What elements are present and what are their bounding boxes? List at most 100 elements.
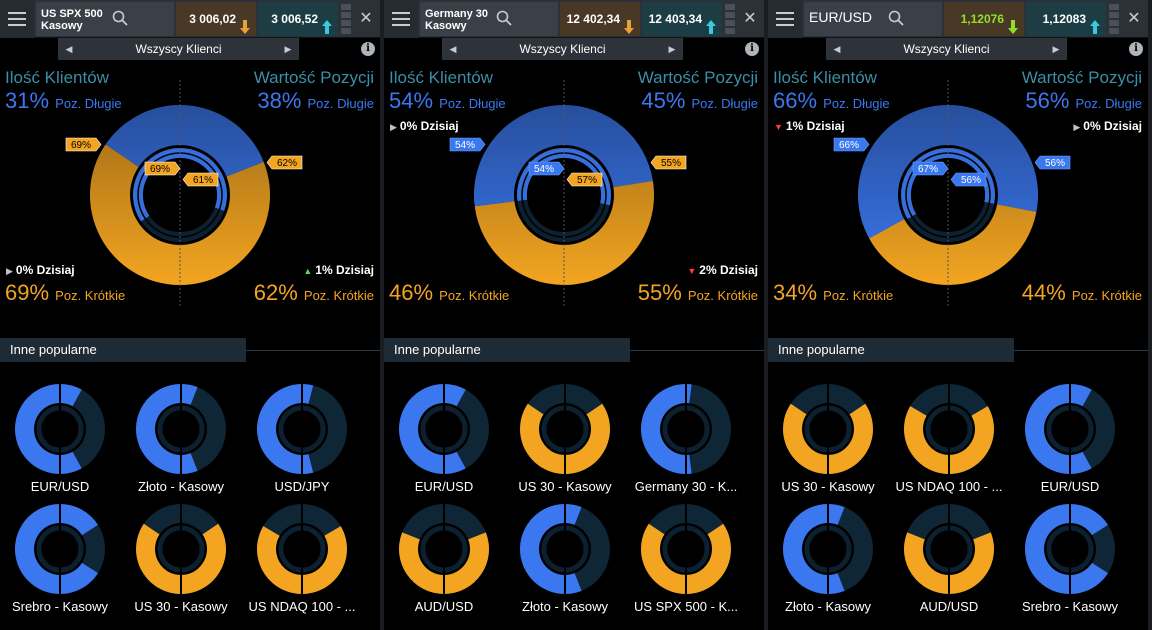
buy-price-button[interactable]: 12 403,34 <box>642 2 722 36</box>
svg-text:54%: 54% <box>534 164 554 175</box>
mini-short-arc <box>904 406 994 474</box>
instrument-panel-3: EUR/USD 1,12076 1,12083 ✕ ◀ ▶ Wszyscy Klienci i… <box>768 0 1148 630</box>
mini-sentiment-donut <box>136 382 226 476</box>
clients-inner-tag: 54% <box>528 161 565 176</box>
popular-instrument-tile[interactable]: Złoto - Kasowy <box>768 502 888 622</box>
menu-button[interactable] <box>768 0 802 38</box>
sell-price-button[interactable]: 12 402,34 <box>560 2 640 36</box>
arrow-down-icon <box>240 13 250 47</box>
popular-instrument-name: EUR/USD <box>1040 479 1100 494</box>
sell-price-button[interactable]: 3 006,02 <box>176 2 256 36</box>
popular-instrument-tile[interactable]: Germany 30 - K... <box>626 382 746 502</box>
svg-text:55%: 55% <box>661 158 681 169</box>
clients-today-change: ▶ 0% Dzisiaj <box>390 119 459 133</box>
next-filter-icon[interactable]: ▶ <box>668 44 676 54</box>
popular-instrument-tile[interactable]: US NDAQ 100 - ... <box>242 502 362 622</box>
instrument-selector[interactable]: EUR/USD <box>804 2 942 36</box>
sell-price-button[interactable]: 1,12076 <box>944 2 1024 36</box>
popular-instrument-tile[interactable]: US 30 - Kasowy <box>121 502 241 622</box>
position-inner-tag: 57% <box>566 172 603 187</box>
search-icon[interactable] <box>496 10 512 31</box>
clients-today-change: ▶ 0% Dzisiaj <box>6 263 75 277</box>
svg-text:67%: 67% <box>918 164 938 175</box>
close-icon[interactable]: ✕ <box>359 10 373 27</box>
next-filter-icon[interactable]: ▶ <box>284 44 292 54</box>
prev-filter-icon[interactable]: ◀ <box>65 44 73 54</box>
info-icon[interactable]: i <box>745 42 759 56</box>
popular-instrument-name: Złoto - Kasowy <box>785 599 871 614</box>
popular-instrument-name: US 30 - Kasowy <box>781 479 875 494</box>
popular-instrument-name: US 30 - Kasowy <box>518 479 612 494</box>
popular-instrument-tile[interactable]: USD/JPY <box>242 382 362 502</box>
mini-long-arc <box>136 384 198 474</box>
popular-instrument-tile[interactable]: US 30 - Kasowy <box>505 382 625 502</box>
popular-instrument-tile[interactable]: Srebro - Kasowy <box>1010 502 1130 622</box>
position-outer-tag: 62% <box>266 155 303 170</box>
svg-text:57%: 57% <box>577 175 597 186</box>
instrument-selector[interactable]: US SPX 500 Kasowy <box>36 2 174 36</box>
panel-header: US SPX 500 Kasowy 3 006,02 3 006,52 ✕ <box>0 0 380 38</box>
buy-price-button[interactable]: 1,12083 <box>1026 2 1106 36</box>
hamburger-icon <box>392 12 410 26</box>
position-today-change: ▶ 0% Dzisiaj <box>1073 119 1142 133</box>
close-icon[interactable]: ✕ <box>743 10 757 27</box>
mini-long-arc-right <box>181 384 198 405</box>
popular-instrument-tile[interactable]: EUR/USD <box>0 382 120 502</box>
popular-instrument-tile[interactable]: Złoto - Kasowy <box>121 382 241 502</box>
position-inner-tag: 56% <box>950 172 987 187</box>
section-divider <box>246 350 380 351</box>
menu-button[interactable] <box>384 0 418 38</box>
mini-sentiment-donut <box>1025 382 1115 476</box>
popular-instrument-name: USD/JPY <box>274 479 330 494</box>
close-icon[interactable]: ✕ <box>1127 10 1141 27</box>
prev-filter-icon[interactable]: ◀ <box>449 44 457 54</box>
popular-instrument-tile[interactable]: EUR/USD <box>384 382 504 502</box>
position-long-pct: 38% Poz. Długie <box>257 88 374 113</box>
other-popular-header: Inne popularne <box>0 338 246 362</box>
mini-sentiment-donut <box>257 382 347 476</box>
popular-instrument-name: EUR/USD <box>30 479 90 494</box>
popular-instrument-tile[interactable]: US NDAQ 100 - ... <box>889 382 1009 502</box>
client-filter-bar: ◀ ▶ Wszyscy Klienci i <box>384 38 764 60</box>
search-icon[interactable] <box>112 10 128 31</box>
mini-long-arc-right <box>565 504 582 525</box>
buy-price-button[interactable]: 3 006,52 <box>258 2 338 36</box>
trend-down-icon: ▼ <box>687 266 697 276</box>
popular-instrument-tile[interactable]: Złoto - Kasowy <box>505 502 625 622</box>
instrument-selector[interactable]: Germany 30 Kasowy <box>420 2 558 36</box>
clients-inner-tag: 69% <box>144 161 181 176</box>
mini-sentiment-donut <box>1025 502 1115 596</box>
popular-instrument-tile[interactable]: US 30 - Kasowy <box>768 382 888 502</box>
mini-sentiment-donut <box>15 502 105 596</box>
buy-price: 12 403,34 <box>648 12 702 26</box>
mini-short-arc <box>783 403 873 474</box>
popular-instrument-tile[interactable]: Srebro - Kasowy <box>0 502 120 622</box>
sell-price: 3 006,02 <box>189 12 236 26</box>
market-depth-icon[interactable] <box>1108 2 1120 36</box>
popular-instrument-tile[interactable]: EUR/USD <box>1010 382 1130 502</box>
popular-instrument-tile[interactable]: US SPX 500 - K... <box>626 502 746 622</box>
market-depth-icon[interactable] <box>340 2 352 36</box>
market-depth-icon[interactable] <box>724 2 736 36</box>
mini-sentiment-donut <box>399 382 489 476</box>
mini-sentiment-donut <box>14 382 105 476</box>
arrow-up-icon <box>706 13 716 47</box>
search-icon[interactable] <box>888 10 904 31</box>
mini-long-arc-right <box>60 384 82 407</box>
popular-instrument-tile[interactable]: AUD/USD <box>384 502 504 622</box>
menu-button[interactable] <box>0 0 34 38</box>
info-icon[interactable]: i <box>361 42 375 56</box>
hamburger-icon <box>776 12 794 26</box>
svg-text:56%: 56% <box>1045 158 1065 169</box>
position-inner-tag: 61% <box>182 172 219 187</box>
arrow-down-icon <box>1008 13 1018 47</box>
mini-long-arc <box>641 384 692 474</box>
prev-filter-icon[interactable]: ◀ <box>833 44 841 54</box>
next-filter-icon[interactable]: ▶ <box>1052 44 1060 54</box>
mini-sentiment-donut <box>136 502 226 596</box>
info-icon[interactable]: i <box>1129 42 1143 56</box>
clients-title: Ilość Klientów <box>773 68 877 87</box>
popular-instrument-name: EUR/USD <box>414 479 474 494</box>
popular-instrument-tile[interactable]: AUD/USD <box>889 502 1009 622</box>
client-filter-label: Wszyscy Klienci <box>135 42 222 56</box>
